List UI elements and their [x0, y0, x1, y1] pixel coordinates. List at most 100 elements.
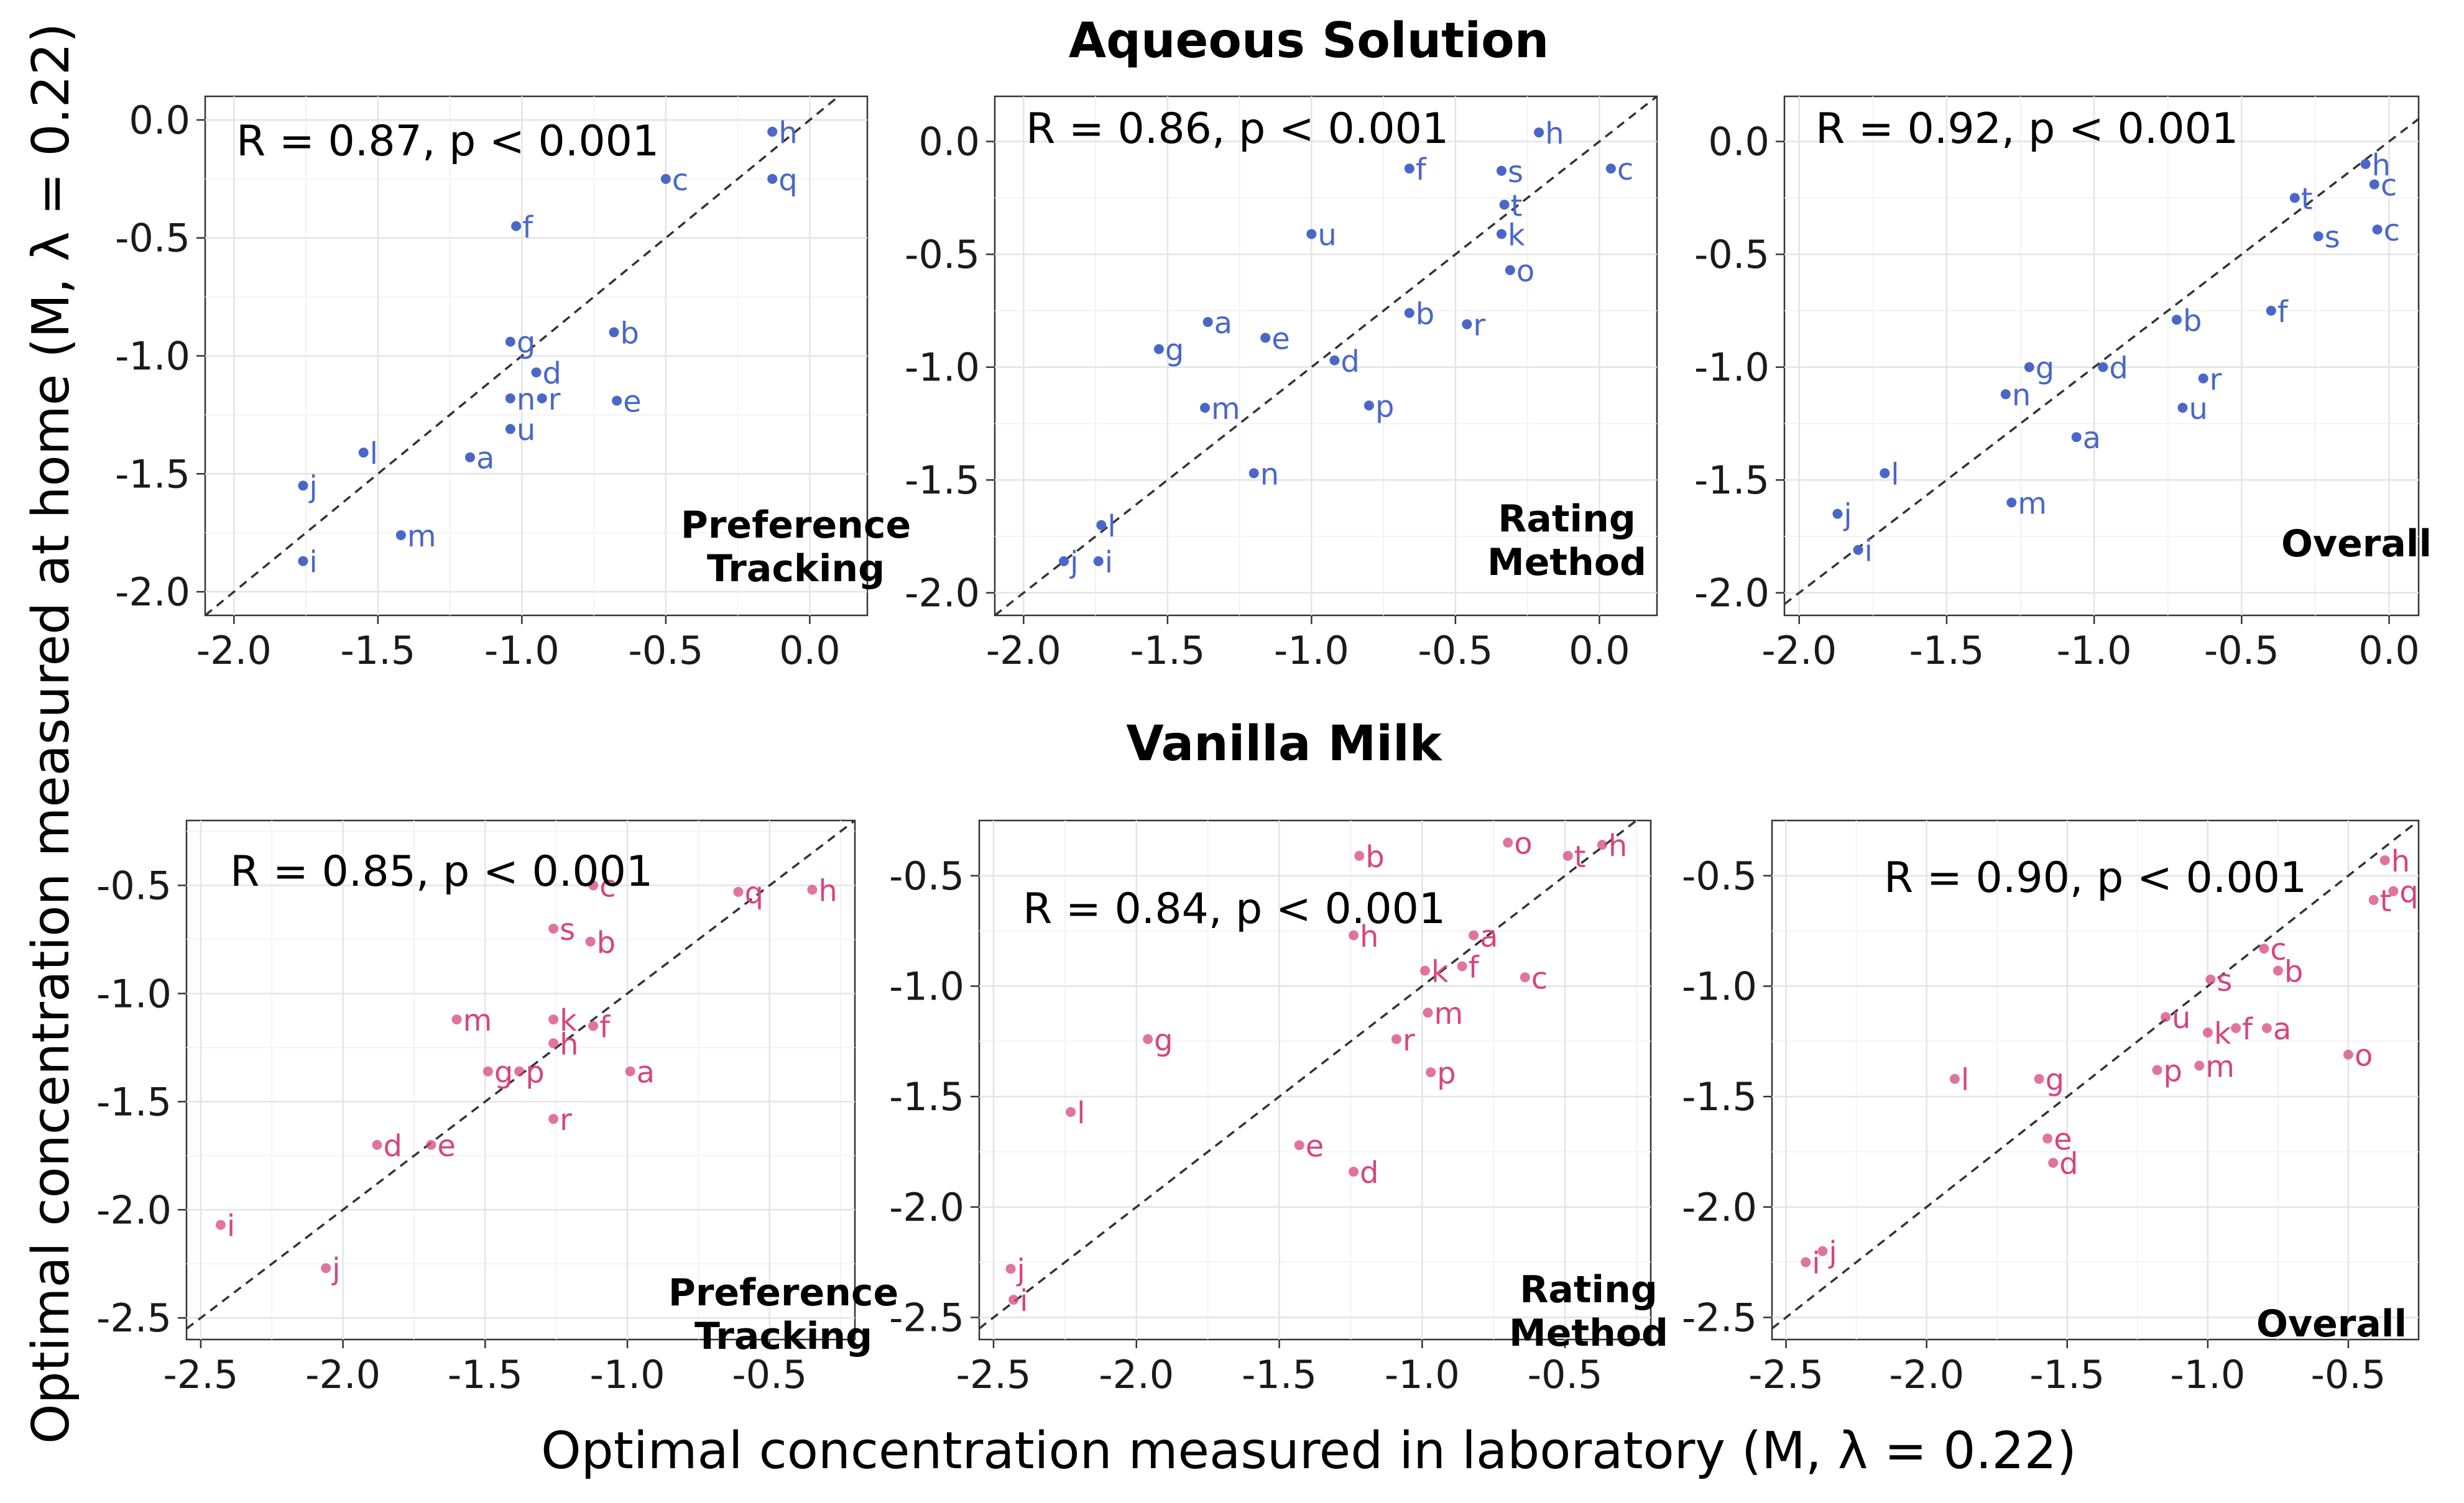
point-label-l: l [1961, 1063, 1969, 1098]
point-label-f: f [1416, 152, 1427, 187]
data-point-j [1817, 1246, 1828, 1256]
data-point-n [2000, 389, 2011, 400]
data-point-b [585, 936, 596, 947]
data-point-j [1005, 1264, 1016, 1274]
point-label-f: f [1469, 950, 1480, 985]
data-point-l [1949, 1073, 1960, 1084]
identity-line [978, 819, 1638, 1330]
data-point-d [2048, 1157, 2059, 1168]
data-point-b [609, 327, 619, 338]
data-point-j [298, 480, 308, 491]
data-point-f [1457, 961, 1467, 972]
point-label-j: j [1843, 498, 1852, 533]
data-point-e [1294, 1140, 1304, 1151]
x-tick-label: -1.0 [590, 1352, 665, 1397]
point-label-f: f [2277, 295, 2289, 329]
correlation-label: R = 0.86, p < 0.001 [1026, 104, 1449, 154]
correlation-label: R = 0.87, p < 0.001 [236, 117, 659, 166]
data-point-h [1534, 127, 1544, 138]
x-tick-label: -0.5 [2204, 628, 2279, 673]
point-label-c: c [2381, 168, 2397, 203]
x-tick-label: -1.5 [1130, 628, 1205, 673]
method-label: Method [1509, 1312, 1668, 1355]
panel-6: -2.5 -2.0 -1.5 -1.0 -0.5 -0.5 -1.0 -1.5 -2.0 -2.5… [1682, 819, 2420, 1397]
data-point-d [2098, 362, 2108, 372]
data-point-c [2259, 944, 2269, 954]
point-label-b: b [1365, 840, 1384, 875]
point-label-c: c [2270, 932, 2286, 967]
data-point-k [1496, 229, 1507, 239]
data-point-r [548, 1114, 559, 1124]
data-point-u [1306, 229, 1317, 239]
data-point-j [321, 1263, 331, 1274]
point-label-d: d [383, 1129, 402, 1164]
x-tick-label: -0.5 [2310, 1352, 2386, 1397]
x-tick-label: 0.0 [2358, 628, 2420, 673]
data-point-f [588, 1021, 599, 1031]
data-point-c [2372, 224, 2383, 235]
data-point-q [767, 173, 778, 184]
data-point-s [2313, 231, 2323, 242]
x-axis-title: Optimal concentration measured in labora… [541, 1422, 2077, 1481]
point-label-o: o [1516, 254, 1534, 289]
method-label: Overall [2256, 1302, 2407, 1346]
y-tick-label: -1.0 [889, 963, 964, 1009]
point-label-c: c [1617, 152, 1633, 187]
data-point-c [660, 173, 671, 184]
data-point-h [767, 126, 778, 137]
correlation-label: R = 0.90, p < 0.001 [1884, 853, 2307, 903]
x-tick-label: -2.0 [986, 628, 1061, 673]
data-point-m [451, 1014, 462, 1025]
panel-5: -2.5 -2.0 -1.5 -1.0 -0.5 -0.5 -1.0 -1.5 -2.0 -2.5… [889, 819, 1668, 1397]
y-tick-label: -0.5 [905, 232, 980, 277]
data-point-t [1499, 200, 1510, 210]
point-label-d: d [543, 356, 561, 391]
data-point-i [215, 1220, 226, 1230]
y-tick-label: -2.5 [889, 1295, 964, 1340]
data-point-u [2161, 1012, 2171, 1023]
method-label: Tracking [694, 1315, 872, 1358]
data-point-d [531, 367, 542, 378]
data-point-i [1853, 545, 1863, 555]
data-point-m [2194, 1060, 2205, 1071]
point-label-m: m [1434, 996, 1464, 1031]
data-point-a [2261, 1023, 2272, 1033]
y-tick-label: -0.5 [96, 863, 172, 908]
point-label-e: e [623, 385, 642, 420]
point-label-m: m [2018, 486, 2047, 521]
data-point-o [1505, 265, 1515, 275]
point-label-b: b [2183, 303, 2202, 338]
point-label-n: n [2012, 378, 2031, 413]
y-tick-label: -2.0 [1682, 1185, 1757, 1230]
y-tick-label: -2.5 [1682, 1295, 1757, 1340]
point-label-u: u [2172, 1001, 2190, 1036]
point-label-k: k [1508, 218, 1525, 252]
method-label: Tracking [707, 547, 885, 591]
point-label-f: f [2242, 1012, 2253, 1047]
data-point-g [1143, 1034, 1153, 1044]
data-point-p [2152, 1065, 2162, 1075]
y-tick-label: -2.0 [96, 1187, 172, 1233]
y-tick-label: -1.5 [1694, 457, 1770, 503]
data-point-s [2205, 974, 2216, 985]
data-point-c [1520, 972, 1530, 983]
data-point-k [548, 1014, 559, 1025]
data-point-l [1096, 520, 1107, 530]
data-point-i [1008, 1295, 1019, 1305]
point-label-b: b [597, 926, 616, 960]
data-point-b [2273, 965, 2283, 976]
panel-2: -2.0 -1.5 -1.0 -0.5 0.0 0.0 -0.5 -1.0 -1.5 -2.0 h f… [905, 95, 1658, 673]
point-label-e: e [1271, 321, 1290, 356]
point-label-l: l [1891, 457, 1899, 492]
data-point-g [482, 1066, 493, 1077]
x-tick-label: -2.5 [163, 1352, 238, 1397]
point-label-c: c [672, 163, 688, 198]
point-label-j: j [1828, 1235, 1837, 1270]
data-point-f [2266, 305, 2276, 316]
data-point-o [1503, 837, 1513, 848]
y-tick-label: -2.0 [905, 571, 980, 616]
data-point-e [612, 395, 622, 406]
data-point-j [1059, 556, 1069, 566]
panel-3: -2.0 -1.5 -1.0 -0.5 0.0 0.0 -0.5 -1.0 -1.5 -2.0 hc… [1694, 95, 2432, 673]
